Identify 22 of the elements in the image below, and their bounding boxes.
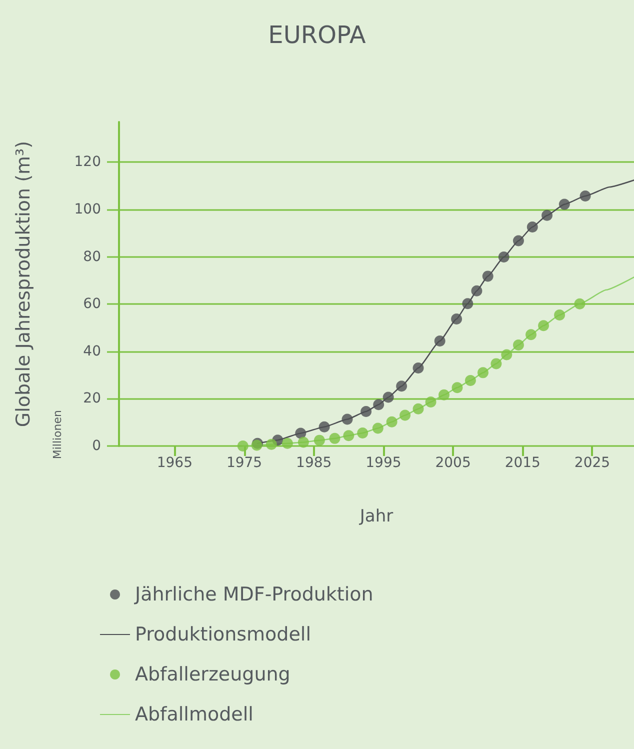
legend-label: Abfallmodell <box>135 704 254 726</box>
y-tick-label: 20 <box>83 390 101 407</box>
text: Millionen <box>51 410 64 460</box>
y-tick-label: 60 <box>83 296 101 312</box>
x-tick-label: 1965 <box>156 455 192 471</box>
x-tick-label: 2025 <box>574 455 610 471</box>
legend-label: Jährliche MDF-Produktion <box>134 584 374 606</box>
legend-label: Abfallerzeugung <box>135 664 290 686</box>
y-tick-label: 40 <box>83 343 101 360</box>
legend-label: Produktionsmodell <box>135 624 311 646</box>
y-tick-label: 120 <box>74 154 101 170</box>
y-tick-label: 80 <box>83 248 101 265</box>
x-tick-label: 1985 <box>296 455 332 471</box>
x-axis-title: Jahr <box>358 506 394 526</box>
y-tick-label: 100 <box>74 202 101 218</box>
x-tick-label: 2015 <box>504 455 540 471</box>
x-tick-label: 1995 <box>366 455 402 471</box>
y-tick-label: 0 <box>92 438 101 454</box>
x-tick-label: 2005 <box>435 455 471 471</box>
y-axis-title: Globale Jahresproduktion (m³) <box>12 140 34 428</box>
x-tick-label: 1975 <box>226 455 262 471</box>
chart-title: EUROPA <box>268 21 366 49</box>
